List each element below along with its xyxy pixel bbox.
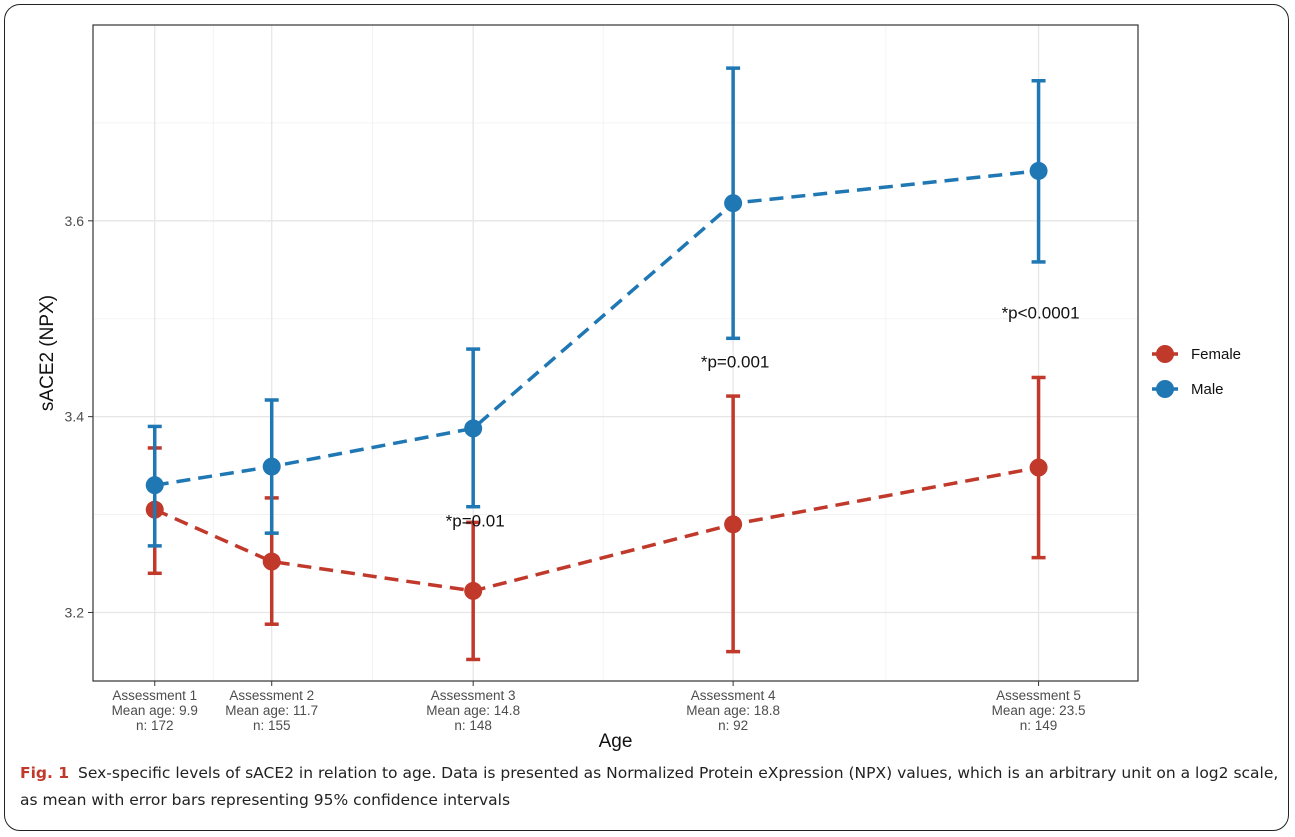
- x-tick-label: Mean age: 18.8: [686, 703, 780, 718]
- legend-marker-male: [1156, 380, 1174, 398]
- male-point: [724, 194, 743, 213]
- female-point: [262, 552, 281, 571]
- y-tick-label: 3.6: [65, 213, 85, 229]
- annotation: *p=0.01: [446, 511, 505, 530]
- x-tick-label: Assessment 1: [112, 688, 197, 703]
- x-tick-label: n: 155: [253, 718, 291, 733]
- x-tick-label: Mean age: 9.9: [112, 703, 198, 718]
- plot-panel: [93, 25, 1138, 681]
- male-point: [262, 457, 281, 476]
- y-tick-label: 3.4: [65, 409, 85, 425]
- x-tick-label: n: 148: [454, 718, 492, 733]
- caption-label: Fig. 1: [20, 764, 70, 782]
- x-tick-label: Mean age: 23.5: [992, 703, 1086, 718]
- plot-border: [92, 24, 1139, 682]
- x-tick-label: n: 172: [136, 718, 174, 733]
- x-tick-label: Mean age: 11.7: [225, 703, 318, 718]
- male-point: [1029, 161, 1048, 180]
- male-point: [145, 476, 164, 495]
- x-tick-label: n: 92: [718, 718, 748, 733]
- x-tick-label: Assessment 5: [996, 688, 1081, 703]
- legend-marker-female: [1156, 345, 1174, 363]
- x-tick-label: Assessment 4: [691, 688, 776, 703]
- legend-label-male: Male: [1191, 381, 1224, 398]
- x-tick-label: Mean age: 14.8: [426, 703, 520, 718]
- male-series-line: [154, 169, 1039, 487]
- y-tick-label: 3.2: [65, 604, 85, 620]
- annotation: *p<0.0001: [1002, 304, 1080, 323]
- x-axis-title: Age: [599, 731, 633, 752]
- y-axis-title: sACE2 (NPX): [37, 295, 58, 411]
- x-tick-label: n: 149: [1020, 718, 1058, 733]
- figure-caption: Fig. 1 Sex-specific levels of sACE2 in r…: [20, 760, 1280, 814]
- legend-label-female: Female: [1191, 346, 1241, 363]
- caption-text: Sex-specific levels of sACE2 in relation…: [20, 764, 1279, 809]
- x-tick-label: Assessment 3: [431, 688, 516, 703]
- female-point: [1029, 458, 1048, 477]
- female-point: [464, 581, 483, 600]
- male-point: [464, 419, 483, 438]
- figure-frame: 3.2 3.4 3.6 Assessment 1 Mean age: 9.9 n: 172…: [4, 4, 1289, 831]
- x-tick-label: Assessment 2: [229, 688, 314, 703]
- female-point: [724, 515, 743, 534]
- annotation: *p=0.001: [701, 353, 770, 372]
